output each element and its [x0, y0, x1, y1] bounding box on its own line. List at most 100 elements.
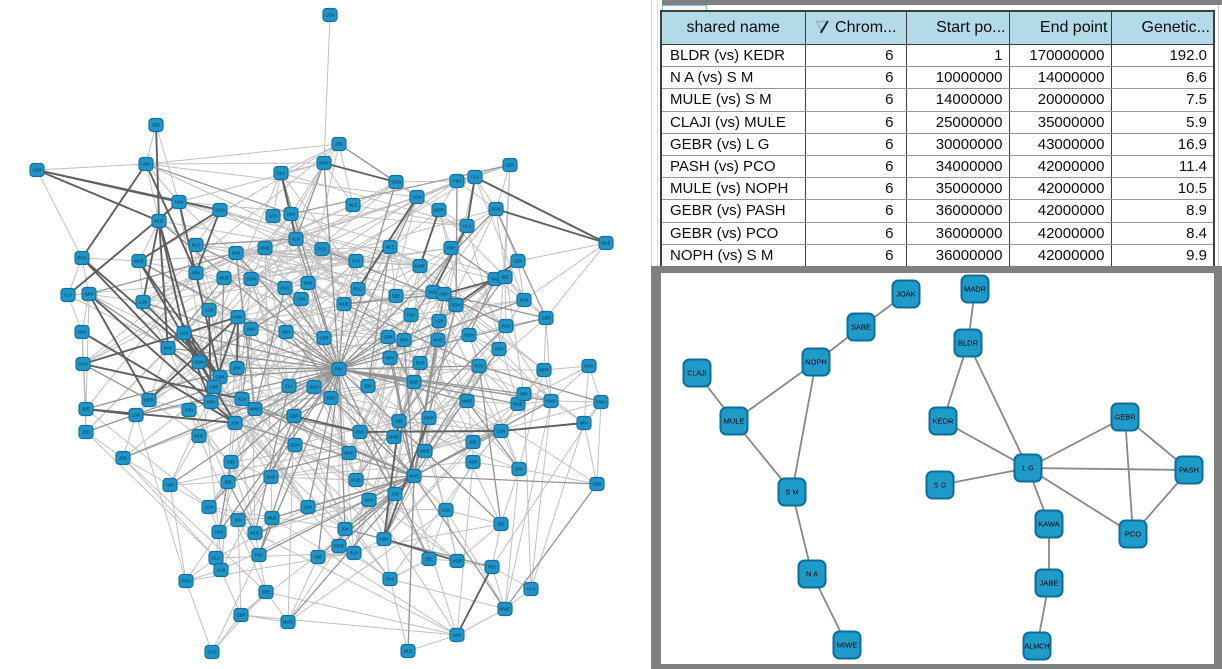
svg-text:MLE: MLE	[349, 203, 358, 208]
svg-text:MLE: MLE	[386, 245, 395, 250]
svg-text:KDR: KDR	[520, 298, 529, 303]
svg-text:KDR: KDR	[469, 460, 478, 465]
svg-text:BLR: BLR	[350, 551, 358, 556]
svg-text:SGM: SGM	[194, 360, 204, 365]
svg-text:MWE: MWE	[415, 264, 425, 269]
svg-text:PAS: PAS	[215, 530, 223, 535]
svg-text:MUE: MUE	[601, 241, 611, 246]
svg-text:SBE: SBE	[314, 555, 323, 560]
svg-text:SGM: SGM	[491, 207, 501, 212]
svg-text:SBE: SBE	[262, 590, 271, 595]
svg-text:MDR: MDR	[319, 161, 329, 166]
svg-text:JABE: JABE	[1040, 579, 1059, 588]
svg-text:S M: S M	[785, 488, 798, 497]
svg-text:JBE: JBE	[82, 407, 90, 412]
svg-text:PSH: PSH	[185, 408, 194, 413]
svg-text:MULE: MULE	[724, 417, 745, 426]
svg-text:ALM: ALM	[217, 568, 226, 573]
svg-text:ALMCH: ALMCH	[1024, 642, 1049, 651]
svg-text:KWA: KWA	[141, 162, 151, 167]
svg-text:MIWE: MIWE	[837, 641, 857, 650]
svg-text:PCO: PCO	[353, 287, 363, 292]
svg-text:PCO: PCO	[1125, 530, 1141, 539]
svg-text:MUE: MUE	[513, 402, 523, 407]
svg-text:NAK: NAK	[365, 498, 374, 503]
svg-text:MDR: MDR	[452, 559, 462, 564]
svg-text:JBE: JBE	[224, 480, 232, 485]
svg-text:N A: N A	[806, 570, 818, 579]
svg-text:JBE: JBE	[497, 522, 505, 527]
svg-text:KWA: KWA	[584, 364, 594, 369]
svg-text:JOK: JOK	[391, 492, 399, 497]
svg-text:LGN: LGN	[205, 505, 214, 510]
svg-text:JOK: JOK	[231, 421, 239, 426]
svg-text:NAK: NAK	[164, 346, 173, 351]
svg-text:JOAK: JOAK	[896, 290, 916, 299]
svg-text:KDR: KDR	[327, 396, 336, 401]
svg-text:MDR: MDR	[144, 398, 154, 403]
svg-text:LGN: LGN	[442, 508, 451, 513]
svg-text:JBE: JBE	[469, 440, 477, 445]
svg-text:SGM: SGM	[451, 303, 461, 308]
svg-text:BLDR: BLDR	[958, 339, 979, 348]
svg-text:KWA: KWA	[379, 537, 389, 542]
svg-text:GBR: GBR	[289, 414, 298, 419]
svg-text:LGN: LGN	[497, 429, 506, 434]
svg-text:SGM: SGM	[428, 290, 438, 295]
svg-text:MDR: MDR	[334, 544, 344, 549]
svg-text:JBE: JBE	[82, 430, 90, 435]
svg-text:PCO: PCO	[78, 362, 88, 367]
svg-text:PCO: PCO	[280, 286, 290, 291]
svg-text:SBE: SBE	[392, 294, 401, 299]
svg-text:PCO: PCO	[501, 324, 511, 329]
svg-text:GEBR: GEBR	[1114, 413, 1136, 422]
svg-text:MLE: MLE	[404, 649, 413, 654]
svg-text:NAK: NAK	[175, 200, 184, 205]
svg-text:GBR: GBR	[383, 335, 392, 340]
svg-text:MUE: MUE	[134, 259, 144, 264]
svg-text:JOK: JOK	[515, 467, 523, 472]
svg-text:SABE: SABE	[851, 323, 871, 332]
svg-text:MLE: MLE	[192, 243, 201, 248]
svg-text:LGN: LGN	[139, 300, 148, 305]
svg-text:LGN: LGN	[506, 163, 515, 168]
svg-text:MUE: MUE	[420, 449, 430, 454]
svg-text:NAK: NAK	[232, 251, 241, 256]
svg-text:PCO: PCO	[77, 256, 87, 261]
svg-text:KWA: KWA	[233, 315, 243, 320]
svg-text:GBR: GBR	[236, 613, 245, 618]
svg-text:SBE: SBE	[227, 460, 236, 465]
svg-text:PSH: PSH	[255, 553, 264, 558]
svg-text:CLAJI: CLAJI	[687, 369, 707, 378]
svg-text:MUE: MUE	[344, 451, 354, 456]
svg-text:NPH: NPH	[282, 330, 291, 335]
svg-text:MWE: MWE	[433, 338, 443, 343]
svg-text:ALM: ALM	[292, 237, 301, 242]
svg-text:NOPH: NOPH	[805, 358, 827, 367]
svg-text:NPH: NPH	[207, 400, 216, 405]
svg-text:MWE: MWE	[409, 474, 419, 479]
svg-text:PAS: PAS	[352, 259, 360, 264]
svg-text:NAK: NAK	[304, 281, 313, 286]
svg-text:PCO: PCO	[207, 650, 217, 655]
svg-text:KAWA: KAWA	[1038, 520, 1060, 529]
svg-text:PAS: PAS	[356, 430, 364, 435]
svg-text:JOK: JOK	[234, 518, 242, 523]
svg-text:MUE: MUE	[219, 276, 229, 281]
svg-text:KDR: KDR	[495, 347, 504, 352]
svg-text:MUE: MUE	[154, 219, 164, 224]
svg-text:JBE: JBE	[425, 557, 433, 562]
svg-text:SGM: SGM	[215, 208, 225, 213]
svg-text:NPH: NPH	[166, 483, 175, 488]
svg-text:MUE: MUE	[250, 531, 260, 536]
svg-text:GBR: GBR	[541, 316, 550, 321]
svg-text:CLA: CLA	[212, 556, 220, 561]
svg-text:PCO: PCO	[317, 247, 327, 252]
svg-text:SGM: SGM	[309, 385, 319, 390]
svg-text:KEDR: KEDR	[933, 417, 954, 426]
svg-text:PAS: PAS	[386, 577, 394, 582]
svg-text:PSH: PSH	[453, 179, 462, 184]
svg-text:LGN: LGN	[180, 331, 189, 336]
svg-text:LGN: LGN	[205, 308, 214, 313]
svg-text:MWE: MWE	[462, 399, 472, 404]
